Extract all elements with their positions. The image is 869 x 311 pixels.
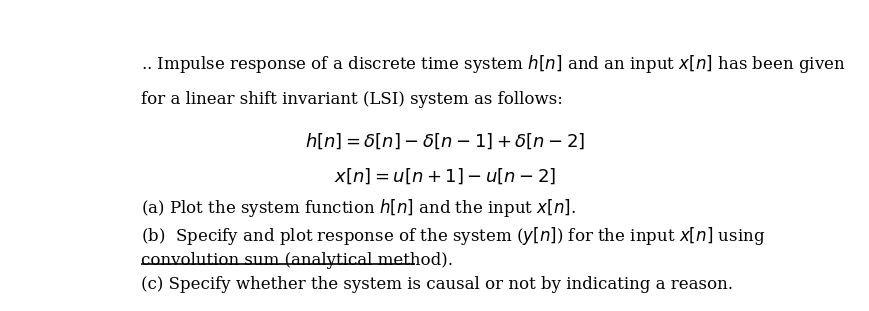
Text: for a linear shift invariant (LSI) system as follows:: for a linear shift invariant (LSI) syste…: [141, 91, 563, 108]
Text: (c) Specify whether the system is causal or not by indicating a reason.: (c) Specify whether the system is causal…: [141, 276, 733, 293]
Text: .. Impulse response of a discrete time system $h[n]$ and an input $x[n]$ has bee: .. Impulse response of a discrete time s…: [141, 53, 846, 75]
Text: (b)  Specify and plot response of the system ($y[n]$) for the input $x[n]$ using: (b) Specify and plot response of the sys…: [141, 225, 766, 247]
Text: $x[n] = u[n+1] - u[n-2]$: $x[n] = u[n+1] - u[n-2]$: [335, 167, 556, 186]
Text: $h[n] = \delta[n] - \delta[n-1] + \delta[n-2]$: $h[n] = \delta[n] - \delta[n-1] + \delta…: [305, 132, 586, 151]
Text: (a) Plot the system function $h[n]$ and the input $x[n]$.: (a) Plot the system function $h[n]$ and …: [141, 197, 576, 219]
Text: convolution sum (analytical method).: convolution sum (analytical method).: [141, 252, 453, 269]
